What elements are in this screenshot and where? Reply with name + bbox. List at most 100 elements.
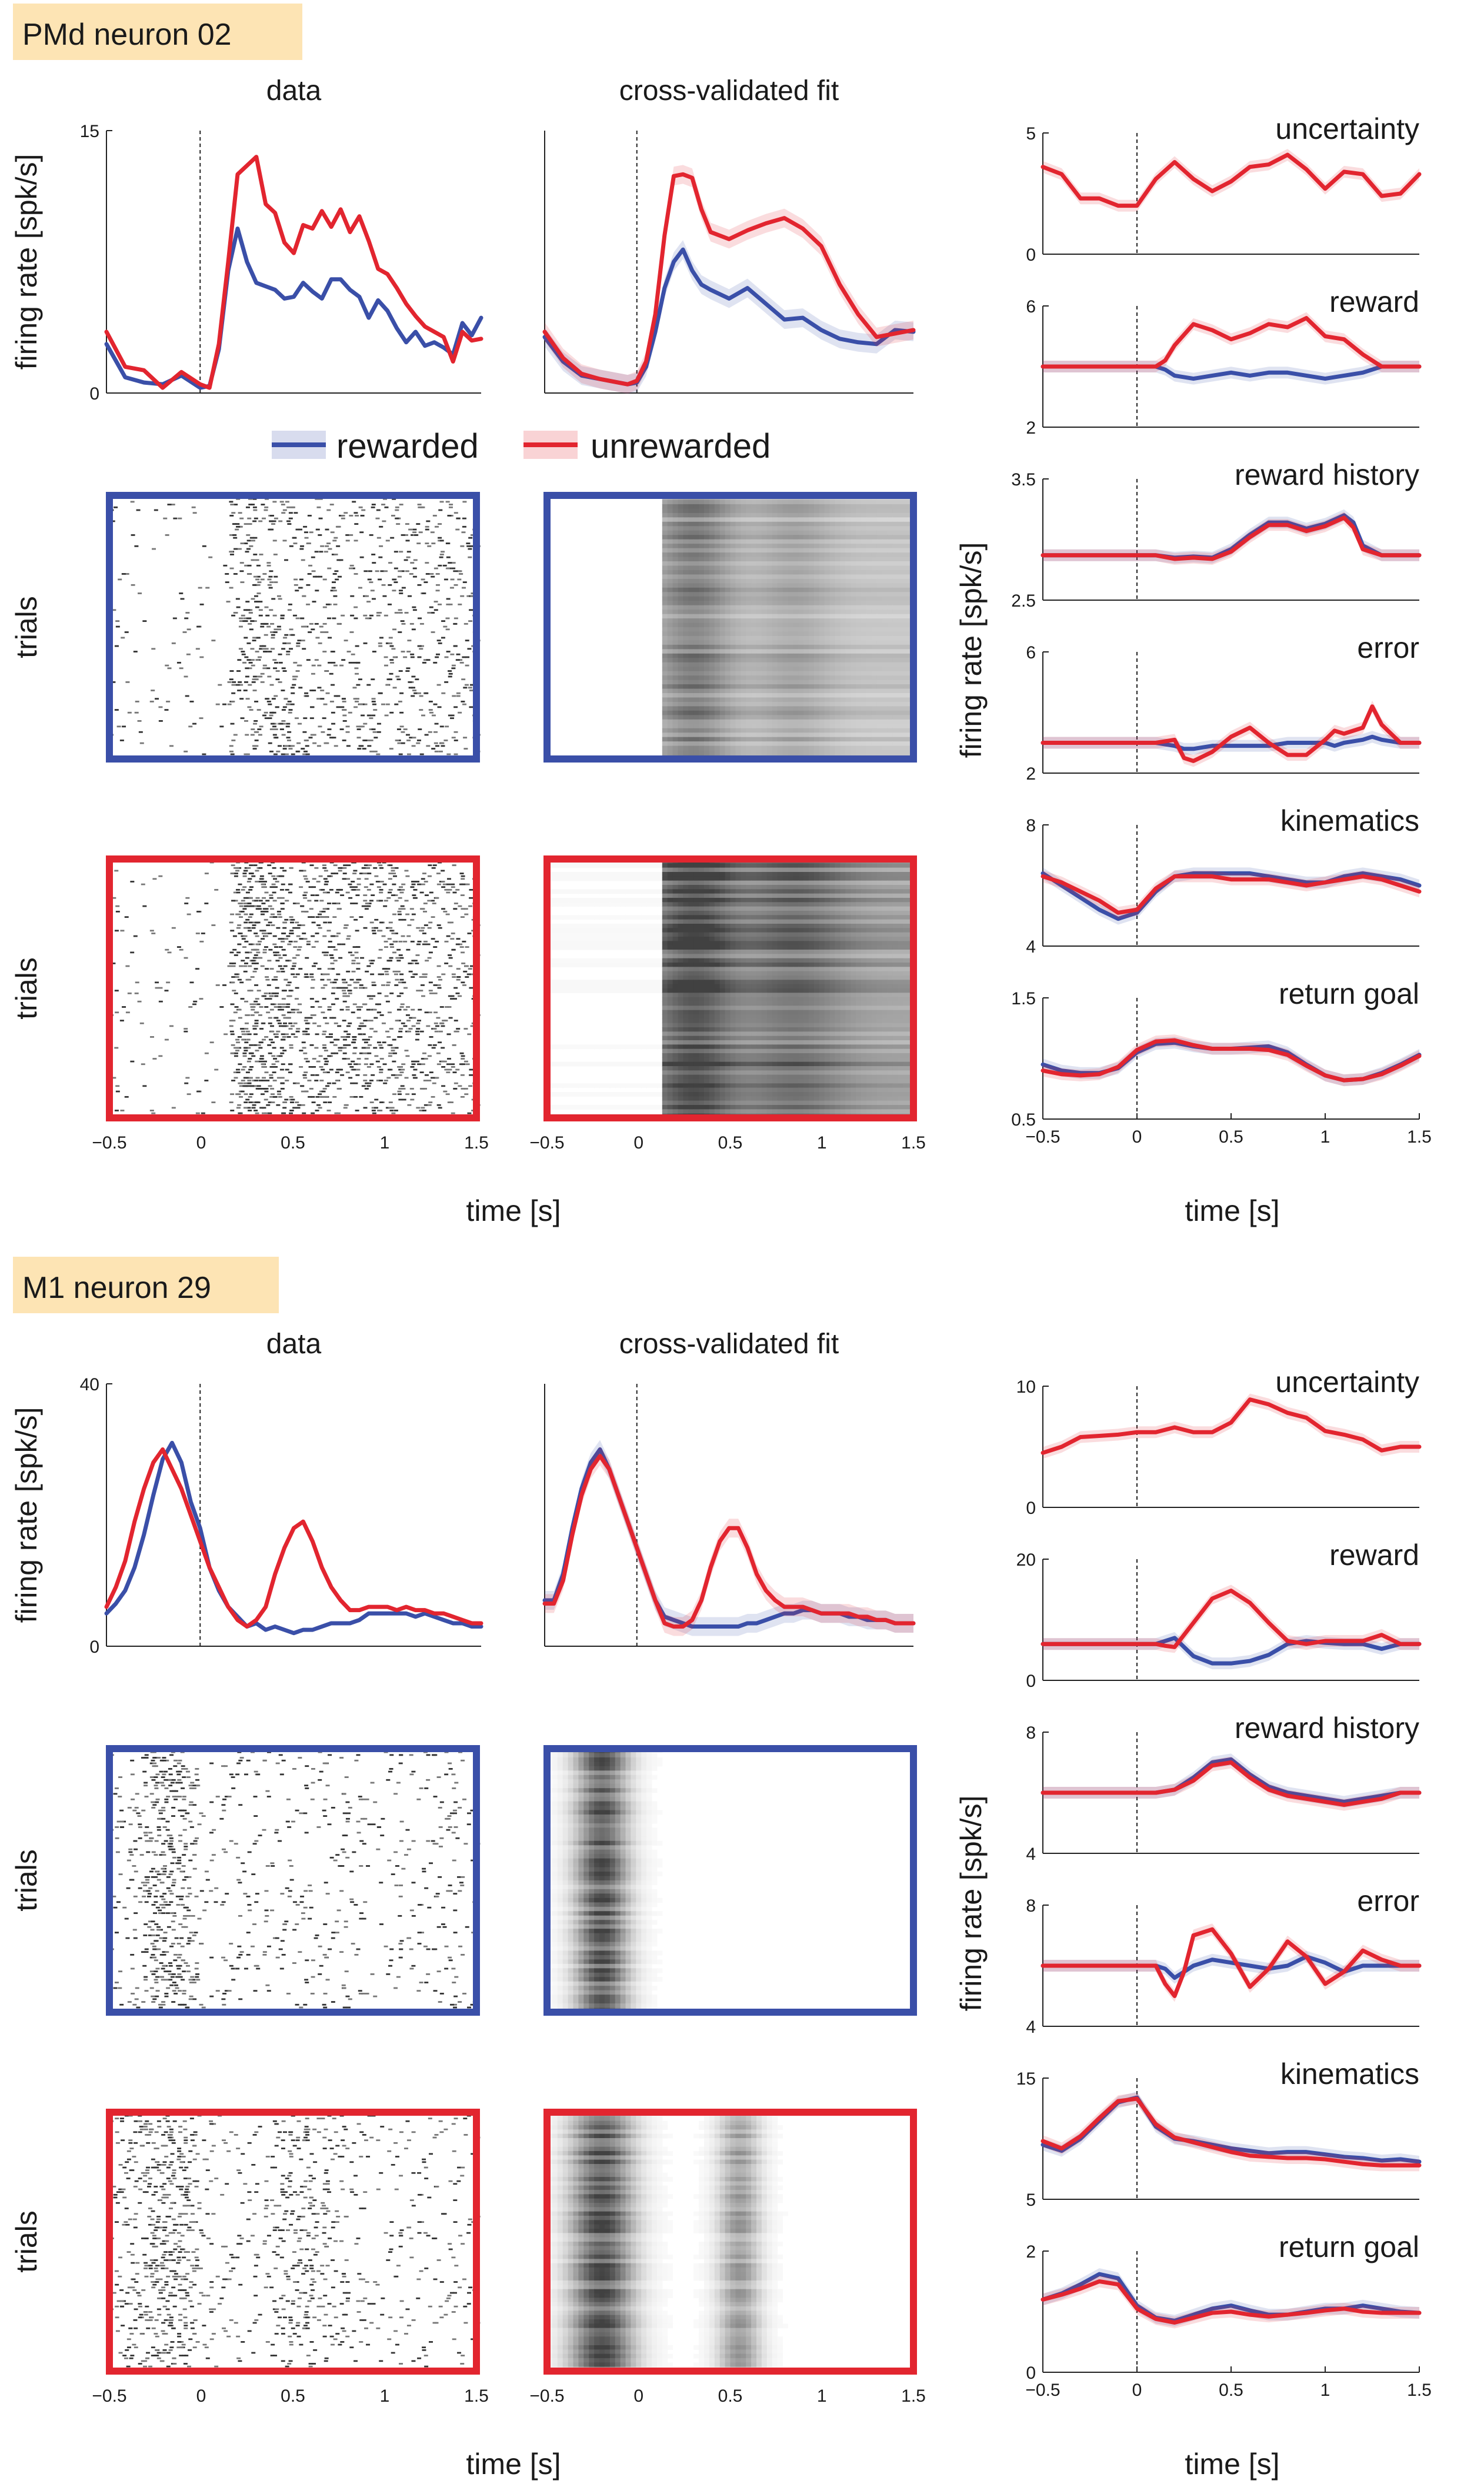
- raster-cell: [782, 578, 788, 584]
- raster-cell: [882, 710, 888, 715]
- spike-mark: [446, 878, 451, 880]
- spike-mark: [125, 573, 129, 575]
- raster-cell: [824, 552, 831, 558]
- raster-cell: [803, 610, 809, 615]
- raster-cell: [704, 627, 710, 632]
- raster-cell: [672, 631, 679, 637]
- spike-mark: [266, 924, 271, 926]
- raster-cell: [824, 745, 831, 751]
- spike-mark: [249, 545, 254, 547]
- raster-cell: [683, 671, 689, 676]
- spike-mark: [271, 924, 275, 926]
- spike-mark: [279, 501, 284, 503]
- raster-cell: [766, 680, 773, 685]
- spike-mark: [237, 659, 242, 661]
- raster-cell: [856, 675, 862, 681]
- raster-cell: [824, 741, 831, 747]
- raster-cell: [876, 680, 883, 685]
- raster-cell: [856, 649, 862, 654]
- raster-cell: [813, 535, 820, 540]
- spike-mark: [230, 753, 235, 755]
- spike-mark: [198, 587, 202, 589]
- raster-cell: [809, 561, 815, 567]
- raster-cell: [667, 504, 673, 509]
- spike-mark: [290, 703, 295, 705]
- raster-cell: [746, 596, 752, 601]
- raster-cell: [824, 737, 831, 742]
- spike-mark: [344, 987, 348, 989]
- spike-mark: [393, 973, 398, 976]
- raster-cell: [898, 504, 903, 509]
- raster-cell: [672, 706, 679, 711]
- raster-cell: [819, 688, 825, 694]
- raster-cell: [699, 631, 705, 637]
- raster-cell: [898, 671, 903, 676]
- raster-cell: [714, 671, 721, 676]
- raster-cell: [840, 574, 846, 580]
- raster-cell: [704, 622, 710, 628]
- spike-mark: [317, 687, 322, 689]
- spike-mark: [246, 659, 251, 661]
- raster-cell: [903, 710, 909, 715]
- raster-cell: [788, 517, 793, 522]
- spike-mark: [276, 911, 281, 913]
- raster-cell: [809, 658, 815, 663]
- raster-cell: [898, 535, 903, 540]
- spike-mark: [324, 631, 329, 633]
- spike-mark: [306, 943, 311, 945]
- spike-mark: [227, 703, 232, 705]
- raster-cell: [903, 715, 909, 720]
- raster-cell: [746, 618, 752, 624]
- spike-mark: [453, 753, 458, 755]
- raster-cell: [835, 658, 841, 663]
- raster-cell: [788, 741, 793, 747]
- spike-mark: [244, 963, 249, 964]
- raster-cell: [876, 601, 883, 606]
- raster-cell: [788, 526, 793, 531]
- spike-mark: [408, 963, 412, 964]
- raster-cell: [798, 596, 804, 601]
- raster-cell: [704, 631, 710, 637]
- raster-cell: [898, 635, 903, 641]
- spike-mark: [229, 921, 234, 924]
- spike-mark: [278, 653, 282, 655]
- spike-mark: [278, 598, 282, 600]
- raster-cell: [845, 552, 851, 558]
- raster-cell: [683, 733, 689, 738]
- raster-cell: [725, 565, 731, 571]
- raster-cell: [835, 561, 841, 567]
- spike-mark: [458, 943, 463, 945]
- raster-cell: [751, 693, 757, 698]
- raster-cell: [746, 605, 752, 610]
- raster-cell: [845, 733, 851, 738]
- raster-cell: [699, 500, 705, 505]
- spike-mark: [264, 711, 268, 714]
- spike-mark: [134, 992, 139, 994]
- raster-cell: [809, 640, 815, 645]
- raster-cell: [662, 521, 668, 527]
- spike-mark: [448, 670, 452, 672]
- raster-cell: [892, 745, 898, 751]
- spike-mark: [316, 506, 321, 508]
- raster-cell: [714, 750, 721, 755]
- spike-mark: [302, 870, 306, 872]
- raster-cell: [876, 662, 883, 667]
- raster-cell: [672, 578, 679, 584]
- raster-cell: [819, 627, 825, 632]
- spike-mark: [379, 921, 383, 924]
- raster-cell: [793, 688, 799, 694]
- raster-cell: [829, 688, 836, 694]
- spike-mark: [238, 648, 243, 650]
- spike-mark: [363, 642, 368, 644]
- raster-cell: [751, 561, 757, 567]
- spike-mark: [264, 935, 269, 937]
- raster-cell: [777, 561, 783, 567]
- spike-mark: [236, 927, 241, 929]
- raster-cell: [704, 578, 710, 584]
- spike-mark: [392, 656, 397, 658]
- raster-cell: [829, 548, 836, 553]
- raster-cell: [699, 565, 705, 571]
- raster-cell: [683, 728, 689, 733]
- raster-cell: [699, 583, 705, 588]
- raster-cell: [782, 684, 788, 690]
